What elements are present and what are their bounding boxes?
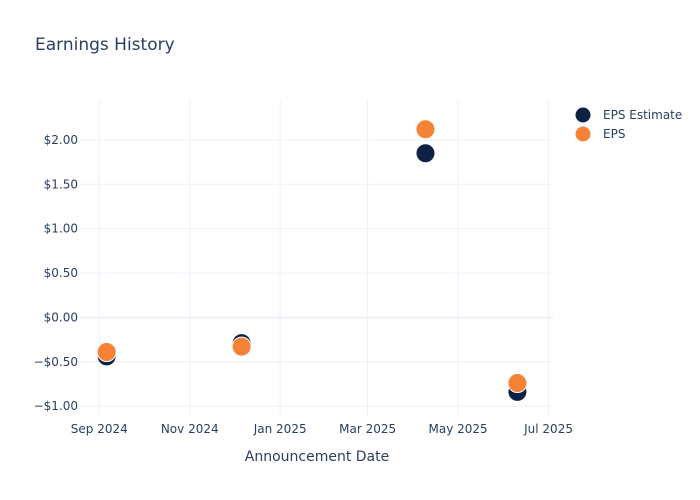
x-tick-label: Sep 2024 (71, 422, 128, 436)
y-axis-ticks: −$1.00 −$0.50 $0.00 $0.50 $1.00 $1.50 $2.00 (34, 133, 78, 413)
data-point[interactable] (231, 336, 252, 357)
y-tick-label: $2.00 (44, 133, 78, 147)
legend-item[interactable]: EPS Estimate (574, 106, 682, 124)
y-tick-label: $0.50 (44, 266, 78, 280)
y-tick-label: −$0.50 (34, 355, 78, 369)
data-point[interactable] (415, 143, 436, 164)
legend-marker (574, 106, 592, 124)
x-tick-label: Mar 2025 (339, 422, 396, 436)
y-tick-label: −$1.00 (34, 399, 78, 413)
chart-title: Earnings History (35, 35, 175, 55)
y-tick-label: $1.50 (44, 177, 78, 191)
x-axis-title: Announcement Date (245, 449, 389, 465)
y-tick-label: $0.00 (44, 310, 78, 324)
series-eps (96, 119, 528, 394)
y-tick-label: $1.00 (44, 222, 78, 236)
data-point[interactable] (507, 373, 528, 394)
x-axis-ticks: Sep 2024 Nov 2024 Jan 2025 Mar 2025 May 2025… (71, 422, 573, 436)
x-tick-label: Jan 2025 (253, 422, 307, 436)
data-point[interactable] (415, 119, 436, 140)
legend-item[interactable]: EPS (574, 125, 625, 143)
x-tick-label: Nov 2024 (161, 422, 219, 436)
legend[interactable]: EPS Estimate EPS (574, 106, 682, 143)
x-tick-label: Jul 2025 (523, 422, 573, 436)
grid-lines (80, 100, 553, 415)
legend-label: EPS (603, 127, 625, 141)
data-point[interactable] (96, 342, 117, 362)
legend-label: EPS Estimate (603, 108, 682, 122)
legend-marker (574, 125, 592, 143)
data-points (96, 119, 528, 402)
x-tick-label: May 2025 (429, 422, 488, 436)
